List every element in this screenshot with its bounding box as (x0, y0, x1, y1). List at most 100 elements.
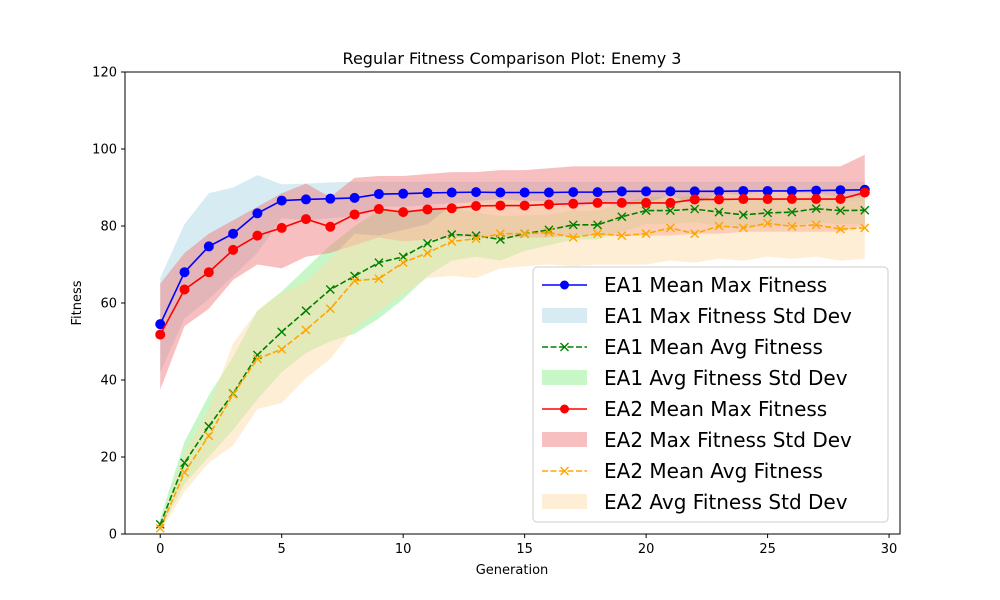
point-0-5 (276, 195, 287, 206)
point-6-4 (252, 354, 262, 364)
point-2-9 (374, 258, 384, 268)
point-4-7 (325, 221, 336, 232)
x-tick-label-0: 0 (156, 542, 164, 557)
series-line-6 (159, 222, 865, 529)
point-4-13 (471, 200, 482, 211)
x-tick-label-30: 30 (881, 542, 898, 557)
x-tick-label-15: 15 (516, 542, 533, 557)
point-0-28 (835, 185, 846, 196)
point-2-21 (665, 206, 675, 216)
point-4-3 (228, 244, 239, 255)
point-6-24 (738, 223, 748, 233)
legend-marker-4 (560, 404, 569, 414)
point-2-6 (301, 306, 311, 316)
point-0-17 (568, 187, 579, 198)
point-6-28 (835, 224, 845, 234)
y-tick-label-60: 60 (100, 297, 117, 312)
point-4-11 (422, 204, 433, 215)
point-6-25 (763, 218, 773, 228)
point-6-14 (495, 229, 505, 239)
point-2-5 (277, 327, 287, 337)
point-2-26 (787, 207, 797, 217)
y-tick-label-0: 0 (109, 528, 117, 543)
y-tick-label-120: 120 (92, 66, 117, 81)
point-4-23 (714, 194, 725, 205)
point-2-17 (568, 220, 578, 230)
point-2-29 (860, 205, 870, 215)
x-tick-label-5: 5 (278, 542, 286, 557)
point-6-27 (811, 220, 821, 230)
legend-marker-6 (560, 466, 569, 476)
point-0-12 (446, 187, 457, 198)
legend-label-3: EA1 Avg Fitness Std Dev (604, 366, 848, 390)
point-2-2 (204, 421, 214, 431)
point-2-27 (811, 204, 821, 214)
point-0-4 (252, 208, 263, 219)
point-6-9 (374, 274, 384, 284)
point-2-25 (763, 208, 773, 218)
point-6-8 (350, 276, 360, 286)
point-2-18 (593, 220, 603, 230)
band-7 (160, 189, 865, 533)
point-2-28 (835, 206, 845, 216)
point-2-20 (641, 206, 651, 216)
point-4-0 (155, 329, 166, 340)
legend-marker-2 (560, 342, 569, 352)
legend-swatch-3 (542, 370, 587, 385)
legend-label-5: EA2 Max Fitness Std Dev (604, 428, 852, 452)
legend-label-6: EA2 Mean Avg Fitness (604, 459, 823, 483)
point-2-22 (690, 204, 700, 214)
point-0-1 (179, 267, 190, 278)
point-0-18 (592, 187, 603, 198)
point-0-3 (228, 228, 239, 239)
point-0-15 (519, 187, 530, 198)
point-6-1 (180, 467, 190, 477)
point-2-1 (180, 458, 190, 468)
point-0-14 (495, 187, 506, 198)
point-0-20 (641, 186, 652, 197)
point-0-10 (398, 188, 409, 199)
point-0-2 (203, 241, 214, 252)
legend-label-4: EA2 Mean Max Fitness (604, 397, 827, 421)
point-0-13 (471, 187, 482, 198)
point-6-29 (860, 223, 870, 233)
point-0-6 (300, 194, 311, 205)
point-0-7 (325, 193, 336, 204)
point-4-28 (835, 194, 846, 205)
point-2-0 (155, 519, 165, 529)
point-0-19 (616, 186, 627, 197)
legend-swatch-5 (542, 432, 587, 447)
point-4-12 (446, 203, 457, 214)
point-2-11 (422, 238, 432, 248)
legend-swatch-7 (542, 494, 587, 509)
point-4-21 (665, 197, 676, 208)
point-2-19 (617, 212, 627, 222)
legend-marker-0 (560, 280, 569, 290)
legend: EA1 Mean Max Fitness EA1 Max Fitness Std … (532, 266, 889, 523)
legend-swatch-1 (542, 308, 587, 323)
plot-area (155, 154, 870, 533)
point-4-10 (398, 207, 409, 218)
x-tick-label-20: 20 (638, 542, 655, 557)
point-0-27 (811, 185, 822, 196)
y-axis-label: Fitness (70, 280, 85, 325)
point-4-8 (349, 209, 360, 220)
x-axis-label: Generation (476, 563, 549, 578)
y-tick-label-40: 40 (100, 374, 117, 389)
point-0-8 (349, 192, 360, 203)
point-4-14 (495, 200, 506, 211)
chart-title: Regular Fitness Comparison Plot: Enemy 3 (343, 49, 682, 68)
point-4-5 (276, 222, 287, 233)
point-0-0 (155, 319, 166, 330)
y-tick-label-20: 20 (100, 451, 117, 466)
point-6-18 (593, 229, 603, 239)
point-6-7 (325, 304, 335, 314)
point-6-26 (787, 221, 797, 231)
point-0-9 (373, 189, 384, 200)
point-6-22 (690, 229, 700, 239)
point-4-9 (373, 204, 384, 215)
point-6-5 (277, 344, 287, 354)
point-6-16 (544, 228, 554, 238)
point-4-17 (568, 198, 579, 209)
point-6-12 (447, 236, 457, 246)
